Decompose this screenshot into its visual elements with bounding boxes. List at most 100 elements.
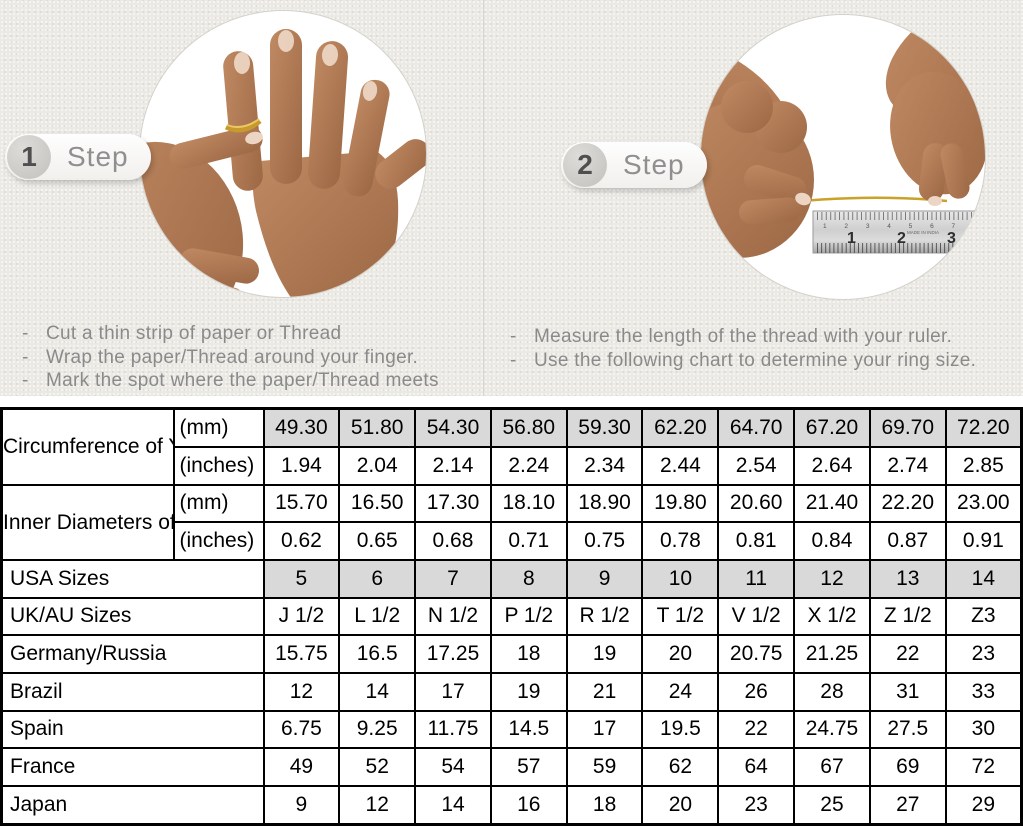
size-value: 0.84 [793, 521, 871, 561]
size-value: 69 [868, 747, 947, 787]
size-value: 26 [717, 671, 796, 712]
ruler-illustration: 1 2 3 4 5 6 7 8 9 10 1 2 3 MADE IN INDIA [812, 210, 986, 254]
size-value: 20 [641, 634, 720, 674]
size-value: 6.75 [262, 709, 341, 750]
size-value: 12 [262, 671, 341, 712]
size-value: 16.50 [338, 483, 417, 524]
table-row-spain: Spain 6.75 9.25 11.75 14.5 17 19.5 22 24… [0, 709, 1023, 750]
size-value: 0.75 [565, 521, 644, 561]
size-value: 21.25 [793, 634, 871, 674]
row-label: Germany/Russia [0, 634, 265, 674]
size-value: 12 [338, 784, 417, 826]
size-value: 18.10 [489, 483, 568, 524]
fingernails [234, 30, 378, 101]
size-value: 19 [489, 671, 568, 712]
size-value: 54.30 [414, 407, 492, 448]
row-label: Spain [0, 709, 265, 750]
size-value: 25 [793, 784, 871, 826]
size-value: 27 [868, 784, 947, 826]
row-label: USA Sizes [0, 558, 265, 599]
size-value: 62 [641, 747, 720, 787]
size-value: 64 [717, 747, 796, 787]
unit-label: (mm) [172, 483, 265, 524]
instruction-line: - Mark the spot where the paper/Thread m… [20, 369, 439, 393]
main-hand-shape [223, 29, 426, 297]
size-value: 54 [414, 747, 492, 787]
size-value: 17.30 [414, 483, 492, 524]
size-value: 14 [414, 784, 492, 826]
step-2-label: Step [623, 149, 685, 180]
ring-size-table: Circumference of Your Finger (mm) 49.30 … [0, 407, 1023, 826]
size-value: 28 [793, 671, 871, 712]
instruction-text: Measure the length of the thread with yo… [534, 326, 953, 347]
size-value: 59.30 [565, 407, 644, 448]
size-value: 17 [565, 709, 644, 750]
size-value: 27.5 [868, 709, 947, 750]
ruler-inch-mark-3: 3 [947, 230, 956, 247]
section-divider [483, 0, 484, 396]
row-label: Inner Diameters of Rings [0, 483, 175, 561]
size-value: 7 [414, 558, 492, 599]
size-value: 22 [868, 634, 947, 674]
size-value: 22 [717, 709, 796, 750]
size-value: 0.81 [717, 521, 796, 561]
table-row-japan: Japan 9 12 14 16 18 20 23 25 27 29 [0, 784, 1023, 826]
row-label: UK/AU Sizes [0, 596, 265, 637]
size-value: 30 [944, 709, 1023, 750]
table-row-brazil: Brazil 12 14 17 19 21 24 26 28 31 33 [0, 671, 1023, 712]
size-value: 62.20 [641, 407, 720, 448]
size-value: 21.40 [793, 483, 871, 524]
size-value: 31 [868, 671, 947, 712]
size-value: 18.90 [565, 483, 644, 524]
step-1-number: 1 [7, 135, 51, 179]
table-row-circumference-inches: (inches) 1.94 2.04 2.14 2.24 2.34 2.44 2… [2, 445, 1023, 486]
size-value: 57 [489, 747, 568, 787]
size-value: 51.80 [338, 407, 417, 448]
size-value: 11 [717, 558, 796, 599]
instruction-text: Cut a thin strip of paper or Thread [46, 323, 342, 344]
step-2-instructions: - Measure the length of the thread with … [508, 325, 976, 372]
size-value: 22.20 [868, 483, 947, 524]
instruction-text: Wrap the paper/Thread around your finger… [46, 346, 419, 368]
size-value: R 1/2 [565, 596, 644, 637]
row-label: France [0, 747, 265, 787]
unit-label: (mm) [172, 407, 265, 448]
size-value: 16.5 [338, 634, 417, 674]
size-value: 11.75 [414, 709, 492, 750]
size-value: 12 [793, 558, 871, 599]
size-value: 2.14 [414, 445, 492, 486]
gold-thread-highlight [226, 118, 260, 128]
size-value: 2.64 [793, 445, 871, 486]
size-value: 19.80 [641, 483, 720, 524]
bullet-dash: - [510, 326, 517, 347]
table-row-usa-sizes: USA Sizes 5 6 7 8 9 10 11 12 13 14 [0, 558, 1023, 599]
size-value: 0.62 [262, 521, 341, 561]
size-value: 2.24 [489, 445, 568, 486]
right-fingernail [928, 196, 942, 206]
size-value: 19.5 [641, 709, 720, 750]
size-value: 2.34 [565, 445, 644, 486]
step-1-badge: 1 Step [5, 134, 151, 180]
helper-fingernail [245, 131, 263, 145]
right-hand-shape [885, 15, 985, 201]
size-value: 64.70 [717, 407, 796, 448]
table-row-diameter-mm: Inner Diameters of Rings (mm) 15.70 16.5… [0, 483, 1023, 561]
size-value: 0.87 [868, 521, 947, 561]
size-value: 2.54 [717, 445, 796, 486]
size-value: 2.04 [338, 445, 417, 486]
size-value: 1.94 [262, 445, 341, 486]
size-value: 8 [489, 558, 568, 599]
size-value: N 1/2 [414, 596, 492, 637]
size-value: 5 [262, 558, 341, 599]
size-value: X 1/2 [793, 596, 871, 637]
table-row-circumference-mm: Circumference of Your Finger (mm) 49.30 … [0, 407, 1023, 486]
size-value: 9 [565, 558, 644, 599]
size-value: 17.25 [414, 634, 492, 674]
size-value: 49 [262, 747, 341, 787]
hand-with-thread-illustration [140, 29, 426, 297]
size-value: 23 [944, 634, 1023, 674]
ruler-cm-scale: 1 2 3 4 5 6 7 8 9 10 [823, 223, 986, 230]
size-value: 2.74 [868, 445, 947, 486]
size-value: 69.70 [868, 407, 947, 448]
table-row-diameter-inches: (inches) 0.62 0.65 0.68 0.71 0.75 0.78 0… [2, 521, 1023, 561]
